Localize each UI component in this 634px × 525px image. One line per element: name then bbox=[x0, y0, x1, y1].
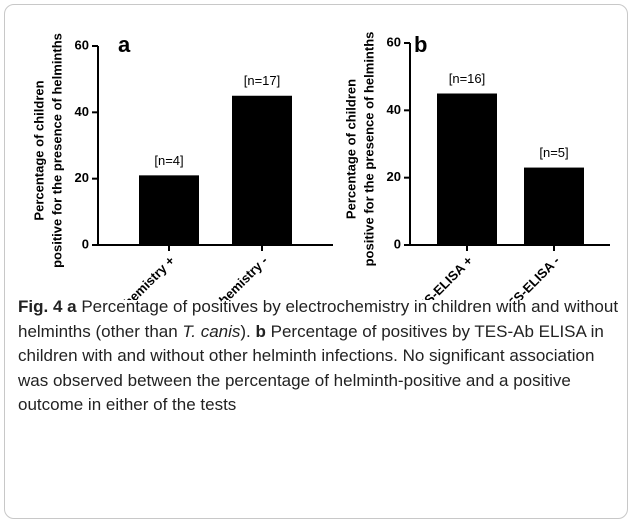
caption-text: ). bbox=[240, 321, 256, 341]
caption-text: Percentage of positives by electrochemis… bbox=[18, 297, 623, 341]
caption-text: T. canis bbox=[182, 321, 241, 341]
y-tick-label: 40 bbox=[387, 102, 401, 117]
frame bbox=[4, 4, 628, 519]
bar-annotation: [n=4] bbox=[154, 153, 183, 168]
y-axis-label: Percentage of children bbox=[343, 79, 358, 219]
y-tick-label: 20 bbox=[387, 169, 401, 184]
charts: 0 20 40 60 [n=4] Electrochemistry + [n=17] Elec… bbox=[31, 32, 610, 300]
x-tick-label: Ab TES-ELISA - bbox=[484, 253, 563, 300]
y-tick-label: 0 bbox=[394, 236, 401, 251]
y-axis-label: positive for the presence of helminths bbox=[49, 33, 64, 268]
caption-text: b bbox=[255, 321, 266, 341]
caption: Fig. 4 a Percentage of positives by elec… bbox=[18, 295, 623, 418]
caption-text: a bbox=[67, 297, 77, 316]
x-tick-label: Ab TES-ELISA + bbox=[395, 253, 476, 300]
panel-label: b bbox=[414, 32, 427, 57]
y-tick-label: 60 bbox=[75, 37, 89, 52]
x-tick-label: Electrochemistry + bbox=[84, 253, 177, 300]
bar bbox=[139, 175, 199, 245]
y-tick-label: 0 bbox=[82, 236, 89, 251]
caption-text: Percentage of positives by TES-Ab ELISA … bbox=[18, 321, 609, 415]
y-tick-label: 60 bbox=[387, 34, 401, 49]
y-tick-label: 20 bbox=[75, 170, 89, 185]
y-tick-label: 40 bbox=[75, 104, 89, 119]
bar-annotation: [n=5] bbox=[539, 145, 568, 160]
bar bbox=[232, 95, 292, 245]
panel-label: a bbox=[118, 32, 131, 57]
y-axis-label: Percentage of children bbox=[31, 80, 46, 220]
bar-annotation: [n=16] bbox=[449, 71, 486, 86]
bar bbox=[524, 167, 584, 245]
caption-text: Fig. 4 bbox=[18, 297, 63, 316]
y-axis-label: positive for the presence of helminths bbox=[361, 32, 376, 267]
x-tick-label: Electrochemistry - bbox=[180, 253, 271, 300]
bar-annotation: [n=17] bbox=[244, 73, 281, 88]
bar bbox=[437, 93, 497, 245]
